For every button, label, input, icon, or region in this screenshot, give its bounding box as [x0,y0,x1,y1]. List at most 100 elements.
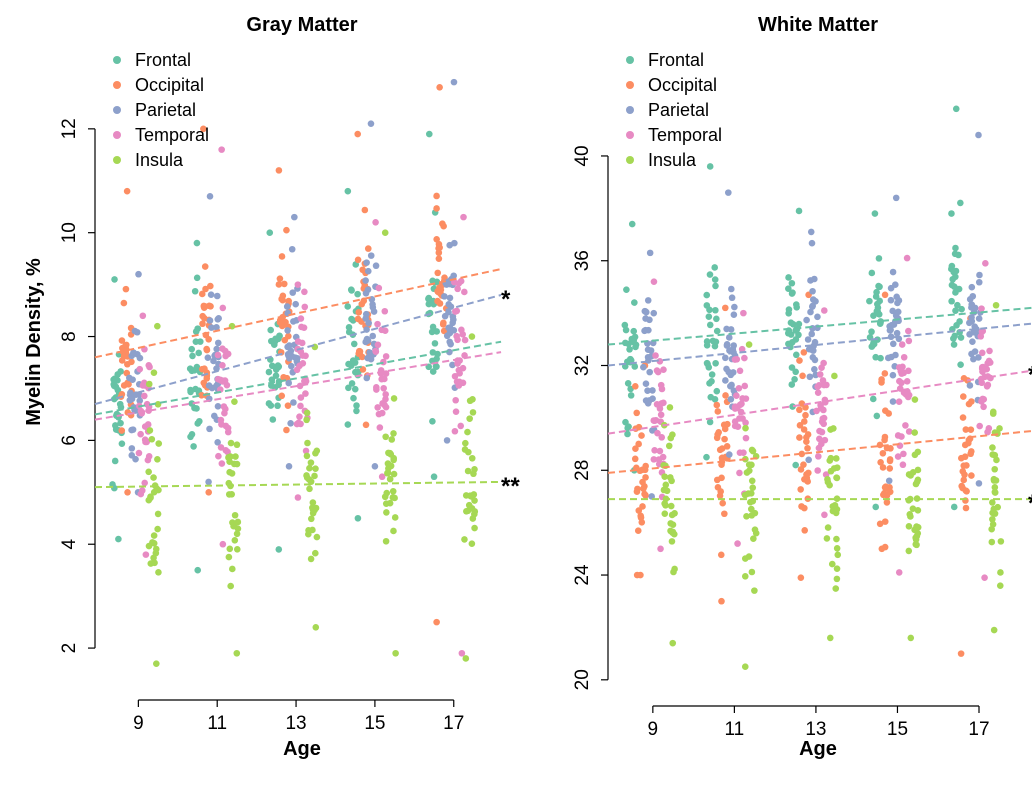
data-point [868,269,876,277]
data-point [464,467,472,475]
data-point [111,276,118,283]
data-point [712,306,719,314]
data-point [137,430,144,438]
data-point [345,324,353,331]
data-point [355,308,363,316]
white-matter-series-occipital [631,291,975,657]
data-point [110,376,117,383]
data-point [898,433,905,440]
data-point [285,463,293,470]
data-point [213,345,221,353]
data-point [711,276,719,283]
legend-marker [626,81,634,89]
data-point [905,337,913,345]
data-point [464,428,471,436]
data-point [650,456,658,463]
data-point [666,404,674,411]
data-point [814,313,821,321]
data-point [743,513,750,520]
data-point [428,328,436,336]
data-point [876,520,884,528]
data-point [989,499,996,506]
data-point [457,422,465,430]
data-point [369,332,377,340]
data-point [874,300,881,308]
data-point [450,78,458,86]
data-point [214,339,222,347]
data-point [725,451,733,458]
data-point [718,597,725,605]
data-point [363,335,371,343]
data-point [718,461,725,468]
white-matter-x-tick-label: 15 [887,719,908,740]
data-point [798,450,806,458]
data-point [802,404,809,411]
data-point [722,392,729,399]
data-point [705,313,713,320]
data-point [350,394,357,402]
data-point [375,410,383,418]
data-point [727,382,734,390]
data-point [736,469,743,477]
white-matter-series-temporal [650,254,994,581]
data-point [951,332,959,340]
data-point [363,374,371,382]
data-point [975,278,983,286]
data-point [309,526,316,534]
data-point [791,376,798,383]
data-point [785,329,792,337]
data-point [803,438,810,445]
data-point [869,395,877,403]
data-point [466,415,473,422]
data-point [275,281,283,288]
legend-marker [113,56,121,64]
data-point [142,438,149,446]
data-point [881,436,888,444]
data-point [447,340,454,348]
data-point [433,205,440,212]
gray-matter-y-tick-label: 2 [59,643,80,654]
data-point [662,481,670,489]
data-point [741,354,748,362]
data-point [797,574,805,581]
data-point [912,536,920,543]
data-point [826,457,834,464]
legend-marker [113,131,121,139]
data-point [297,315,305,322]
data-point [206,317,214,324]
data-point [382,395,389,403]
data-point [287,420,294,427]
data-point [213,324,220,331]
data-point [721,510,728,518]
data-point [150,474,157,481]
data-point [907,513,914,520]
data-point [390,454,397,462]
legend-marker [626,56,634,64]
data-point [952,307,959,315]
data-point [809,287,816,295]
data-point [471,524,478,532]
data-point [634,527,642,534]
data-point [468,333,476,340]
data-point [635,440,642,448]
data-point [630,327,638,335]
data-point [458,649,466,657]
data-point [299,360,307,367]
data-point [741,573,749,580]
data-point [222,405,229,413]
data-point [194,420,202,427]
data-point [985,425,993,432]
data-point [294,281,302,288]
data-point [824,524,832,531]
data-point [873,288,880,296]
data-point [833,544,841,552]
data-point [667,502,675,510]
data-point [800,418,808,425]
data-point [390,395,398,402]
data-point [960,393,967,400]
data-point [877,354,884,362]
gray-matter-trend-line-insula [94,480,502,489]
data-point [954,301,961,309]
data-point [205,335,212,343]
data-point [187,388,194,396]
